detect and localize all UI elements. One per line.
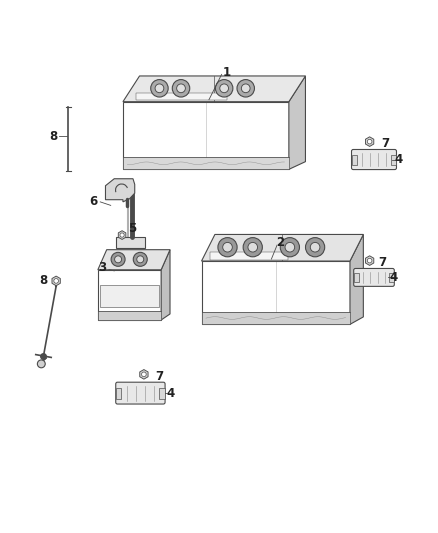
Circle shape xyxy=(310,243,320,252)
Bar xyxy=(210,252,288,260)
Text: 4: 4 xyxy=(167,386,175,400)
Circle shape xyxy=(241,84,250,93)
Text: 6: 6 xyxy=(89,196,98,208)
Polygon shape xyxy=(106,179,135,202)
Text: 3: 3 xyxy=(99,261,106,274)
Bar xyxy=(98,270,161,320)
Circle shape xyxy=(248,243,258,252)
Circle shape xyxy=(155,84,164,93)
Circle shape xyxy=(285,243,295,252)
Circle shape xyxy=(133,252,147,266)
Polygon shape xyxy=(365,137,374,147)
FancyBboxPatch shape xyxy=(116,382,165,404)
Bar xyxy=(201,261,350,325)
Bar xyxy=(389,273,394,282)
Text: 8: 8 xyxy=(49,130,57,143)
Circle shape xyxy=(220,84,229,93)
Text: 4: 4 xyxy=(395,153,403,166)
Polygon shape xyxy=(201,235,364,261)
Bar xyxy=(201,312,350,325)
Bar xyxy=(352,155,357,165)
Polygon shape xyxy=(350,235,364,325)
Circle shape xyxy=(115,256,122,263)
Circle shape xyxy=(243,238,262,257)
Polygon shape xyxy=(365,256,374,265)
Circle shape xyxy=(111,252,125,266)
Text: 8: 8 xyxy=(39,274,48,287)
FancyBboxPatch shape xyxy=(352,149,396,169)
Circle shape xyxy=(141,372,146,377)
Text: 1: 1 xyxy=(223,66,231,79)
Circle shape xyxy=(137,256,144,263)
Bar xyxy=(354,273,359,282)
Circle shape xyxy=(37,360,45,368)
Bar xyxy=(98,311,161,320)
Circle shape xyxy=(280,238,300,257)
Text: 2: 2 xyxy=(276,236,284,249)
Bar xyxy=(116,387,121,399)
Bar xyxy=(123,102,289,169)
Bar xyxy=(391,155,396,165)
Circle shape xyxy=(237,79,254,97)
Text: 7: 7 xyxy=(155,370,163,383)
Circle shape xyxy=(177,84,185,93)
Circle shape xyxy=(218,238,237,257)
Circle shape xyxy=(151,79,168,97)
Polygon shape xyxy=(123,76,305,102)
Circle shape xyxy=(215,79,233,97)
Circle shape xyxy=(223,243,232,252)
Circle shape xyxy=(120,233,124,237)
Circle shape xyxy=(367,259,372,263)
Circle shape xyxy=(172,79,190,97)
Bar xyxy=(100,285,159,308)
FancyBboxPatch shape xyxy=(354,269,394,286)
Circle shape xyxy=(305,238,325,257)
Polygon shape xyxy=(98,249,170,270)
Circle shape xyxy=(54,279,58,283)
Text: 4: 4 xyxy=(389,271,398,284)
Polygon shape xyxy=(140,369,148,379)
Bar xyxy=(123,157,289,169)
Bar xyxy=(159,387,165,399)
Bar xyxy=(136,93,227,100)
Polygon shape xyxy=(52,276,60,286)
Circle shape xyxy=(367,139,372,144)
Text: 7: 7 xyxy=(379,256,387,269)
Text: 7: 7 xyxy=(382,137,390,150)
Polygon shape xyxy=(161,249,170,320)
Polygon shape xyxy=(289,76,305,169)
Bar xyxy=(117,237,145,248)
Polygon shape xyxy=(118,231,126,239)
Text: 5: 5 xyxy=(128,222,137,235)
